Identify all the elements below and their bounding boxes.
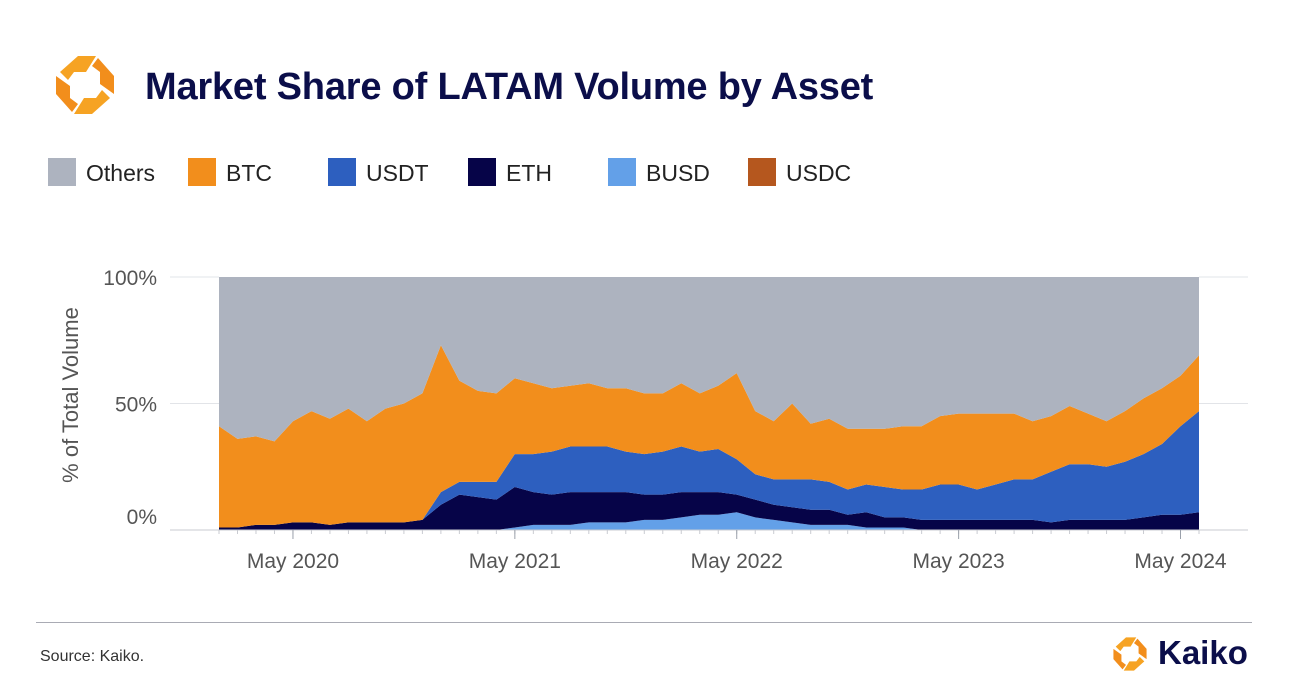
legend-swatch-others (48, 158, 76, 186)
y-axis-label: % of Total Volume (58, 307, 83, 483)
x-tick-label: May 2020 (247, 550, 339, 573)
axes-layer: 0% 50% 100% % of Total Volume May 2020 May 20… (58, 267, 1248, 573)
kaiko-logo-icon (56, 56, 114, 114)
series-area-others (219, 277, 1199, 442)
chart-title: Market Share of LATAM Volume by Asset (145, 66, 874, 108)
brand-name: Kaiko (1158, 634, 1248, 671)
kaiko-brand-icon (1113, 637, 1147, 671)
legend-label-others: Others (86, 160, 156, 186)
x-tick-label: May 2022 (691, 550, 783, 573)
legend-label-btc: BTC (226, 160, 272, 186)
footer-divider (36, 622, 1252, 623)
legend-label-eth: ETH (506, 160, 552, 186)
series-area-btc (219, 345, 1199, 528)
x-tick-label: May 2021 (469, 550, 561, 573)
legend-swatch-btc (188, 158, 216, 186)
x-tick-label: May 2023 (913, 550, 1005, 573)
legend-label-usdt: USDT (366, 160, 429, 186)
y-tick-label: 100% (103, 267, 157, 290)
y-tick-label: 0% (127, 506, 157, 529)
legend-label-busd: BUSD (646, 160, 710, 186)
legend-swatch-usdt (328, 158, 356, 186)
source-note: Source: Kaiko. (40, 648, 145, 665)
x-tick-label: May 2024 (1134, 550, 1227, 573)
brand-mark: Kaiko (1110, 630, 1260, 680)
legend-swatch-usdc (748, 158, 776, 186)
plot-layers (219, 277, 1199, 530)
legend-label-usdc: USDC (786, 160, 852, 186)
series-area-busd (219, 512, 1199, 530)
y-tick-label: 50% (115, 394, 157, 417)
series-area-eth (219, 487, 1199, 530)
series-area-usdt (219, 411, 1199, 528)
legend-swatch-eth (468, 158, 496, 186)
legend-swatch-busd (608, 158, 636, 186)
